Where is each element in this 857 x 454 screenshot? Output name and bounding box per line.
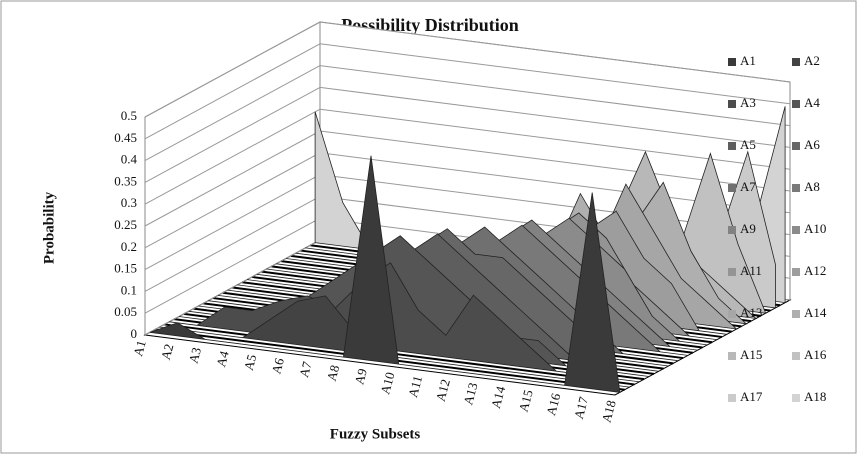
x-tick-label: A2	[158, 342, 177, 361]
y-tick-label: 0.5	[121, 108, 137, 123]
legend-swatch	[792, 394, 800, 402]
y-tick-label: 0.1	[121, 282, 137, 297]
x-tick-label: A6	[268, 356, 287, 376]
legend-label: A4	[804, 95, 820, 110]
grid-line	[144, 239, 321, 336]
legend-label: A14	[804, 305, 827, 320]
x-tick-label: A5	[241, 353, 260, 372]
y-tick-label: 0.35	[114, 173, 137, 188]
grid-line	[144, 21, 321, 118]
legend-swatch	[792, 184, 800, 192]
legend-label: A2	[804, 53, 820, 68]
y-tick-label: 0.25	[114, 217, 137, 232]
y-tick-label: 0.05	[114, 304, 137, 319]
legend-swatch	[792, 268, 800, 276]
grid-line	[144, 152, 321, 249]
legend-label: A8	[804, 179, 820, 194]
legend-label: A13	[740, 305, 762, 320]
y-axis-title: Probability	[41, 191, 57, 264]
x-tick-label: A12	[433, 377, 453, 403]
x-tick-label: A17	[571, 395, 591, 421]
y-tick-label: 0	[131, 326, 138, 341]
x-tick-label: A18	[598, 399, 618, 425]
grid-line	[319, 65, 791, 127]
x-tick-label: A4	[213, 349, 232, 369]
grid-line	[144, 65, 321, 162]
legend-label: A15	[740, 347, 762, 362]
x-tick-label: A15	[516, 388, 536, 414]
area	[149, 155, 621, 393]
grid-line	[144, 174, 321, 271]
grid-line	[319, 86, 791, 148]
y-tick-label: 0.4	[121, 152, 138, 167]
y-tick-label: 0.15	[114, 261, 137, 276]
legend-swatch	[728, 394, 736, 402]
grid-line	[144, 86, 321, 183]
grid-line	[144, 108, 321, 205]
legend-label: A3	[740, 95, 756, 110]
legend-label: A10	[804, 221, 826, 236]
legend-swatch	[792, 142, 800, 150]
grid-line	[144, 43, 321, 140]
x-tick-label: A16	[543, 391, 563, 417]
grid-line	[319, 21, 791, 83]
legend-swatch	[728, 100, 736, 108]
floor-line	[164, 323, 635, 386]
x-tick-label: A1	[130, 339, 149, 358]
legend-swatch	[728, 226, 736, 234]
legend-label: A1	[740, 53, 756, 68]
legend-label: A18	[804, 389, 826, 404]
legend-label: A9	[740, 221, 756, 236]
grid-line	[144, 217, 321, 314]
x-tick-label: A8	[324, 363, 343, 382]
y-tick-label: 0.45	[114, 130, 137, 145]
x-tick-label: A10	[377, 370, 397, 396]
legend-swatch	[792, 58, 800, 66]
legend-swatch	[728, 142, 736, 150]
legend-label: A7	[740, 179, 756, 194]
x-tick-label: A7	[296, 359, 315, 379]
legend-swatch	[728, 352, 736, 360]
x-axis-title: Fuzzy Subsets	[330, 426, 421, 442]
legend-label: A12	[804, 263, 826, 278]
y-tick-label: 0.3	[121, 195, 137, 210]
legend-label: A17	[740, 389, 763, 404]
grid-line	[144, 130, 321, 227]
grid-line	[319, 43, 791, 105]
legend-label: A11	[740, 263, 762, 278]
x-tick-label: A11	[405, 374, 425, 399]
y-tick-label: 0.2	[121, 239, 137, 254]
legend-label: A6	[804, 137, 820, 152]
legend-swatch	[792, 352, 800, 360]
x-tick-label: A9	[351, 367, 370, 386]
legend-swatch	[792, 226, 800, 234]
legend-swatch	[728, 58, 736, 66]
legend-swatch	[728, 268, 736, 276]
legend-label: A16	[804, 347, 827, 362]
legend-swatch	[792, 100, 800, 108]
legend-swatch	[728, 310, 736, 318]
legend-label: A5	[740, 137, 756, 152]
legend-swatch	[792, 310, 800, 318]
x-tick-label: A13	[460, 381, 480, 407]
x-tick-label: A14	[488, 384, 508, 410]
x-tick-label: A3	[185, 346, 204, 365]
grid-line	[144, 195, 321, 292]
legend-swatch	[728, 184, 736, 192]
